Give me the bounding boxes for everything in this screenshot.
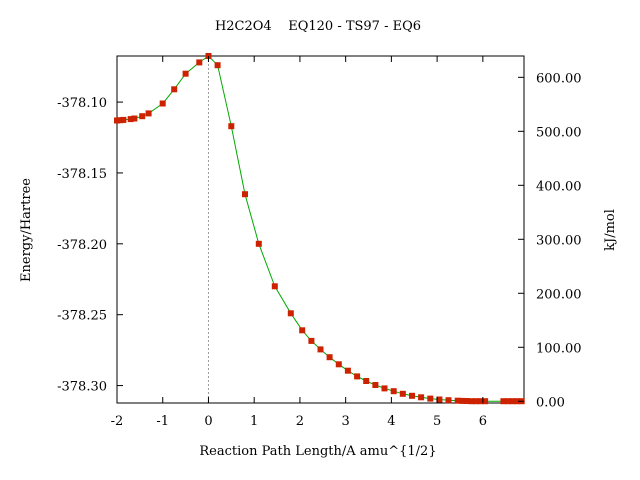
data-point (459, 397, 466, 404)
x-tick-label: 3 (342, 414, 350, 429)
data-point (182, 70, 189, 77)
data-point (159, 100, 166, 107)
data-point (468, 398, 475, 405)
x-tick-label: 1 (250, 414, 258, 429)
data-point (242, 191, 248, 198)
y-right-axis-label: kJ/mol (603, 209, 618, 251)
y-right-axis-ticks: 600.00 500.00 400.00 300.00 200.00 100.00 0.00 (518, 71, 582, 410)
y-right-tick-label: 200.00 (536, 287, 582, 302)
data-point (354, 373, 361, 380)
data-point (500, 398, 507, 405)
data-point (427, 395, 434, 402)
data-point (418, 394, 425, 401)
plot-frame (116, 55, 525, 404)
data-point (214, 62, 221, 69)
data-point (114, 117, 120, 124)
data-point (436, 396, 443, 403)
data-point (326, 354, 333, 361)
data-point (482, 398, 489, 405)
x-tick-label: 2 (296, 414, 304, 429)
x-tick-label: 5 (433, 414, 441, 429)
y-right-tick-label: 400.00 (536, 179, 582, 194)
y-left-tick-label: -378.20 (57, 238, 107, 253)
data-point (299, 327, 306, 334)
x-axis-ticks: -2 -1 0 1 2 3 4 5 6 (111, 56, 487, 429)
data-point (409, 392, 415, 399)
data-point (372, 382, 379, 388)
data-point (127, 116, 134, 123)
data-point (145, 110, 152, 117)
data-point (317, 346, 324, 353)
data-point (228, 123, 235, 130)
data-point (454, 397, 461, 404)
x-tick-label: -1 (156, 414, 169, 429)
x-tick-label: 0 (204, 414, 212, 429)
data-point (120, 116, 127, 123)
y-left-tick-label: -378.15 (57, 167, 107, 182)
data-point (381, 385, 388, 392)
data-point (399, 390, 406, 397)
data-point (477, 398, 484, 405)
y-right-tick-label: 300.00 (536, 233, 582, 248)
data-point (308, 337, 315, 344)
data-point (287, 310, 294, 317)
y-right-tick-label: 0.00 (536, 395, 565, 410)
data-point (390, 388, 397, 395)
x-tick-label: 6 (479, 414, 487, 429)
y-right-tick-label: 600.00 (536, 71, 582, 86)
y-left-axis-label: Energy/Hartree (19, 178, 34, 282)
data-point (171, 86, 178, 93)
y-right-tick-label: 500.00 (536, 125, 582, 140)
data-point (514, 398, 521, 405)
data-point (363, 378, 370, 384)
data-point (473, 398, 479, 405)
data-point (335, 361, 342, 368)
y-left-tick-label: -378.30 (57, 380, 107, 395)
data-point (509, 398, 516, 405)
data-point (255, 240, 262, 247)
data-point (131, 115, 138, 122)
data-point (117, 117, 124, 124)
x-axis-label: Reaction Path Length/A amu^{1/2} (199, 444, 436, 459)
x-tick-label: 4 (387, 414, 395, 429)
y-left-axis-ticks: -378.10 -378.15 -378.20 -378.25 -378.30 (57, 96, 123, 395)
x-tick-label: -2 (111, 414, 124, 429)
data-point (196, 59, 203, 66)
data-point (445, 397, 452, 404)
data-point (139, 113, 146, 120)
y-left-tick-label: -378.10 (57, 96, 107, 111)
data-point (271, 283, 278, 290)
data-point (463, 398, 470, 404)
y-left-tick-label: -378.25 (57, 309, 107, 324)
y-right-tick-label: 100.00 (536, 341, 582, 356)
data-point (505, 398, 511, 405)
data-point (344, 367, 351, 374)
chart-title: H2C2O4 EQ120 - TS97 - EQ6 (215, 19, 421, 34)
